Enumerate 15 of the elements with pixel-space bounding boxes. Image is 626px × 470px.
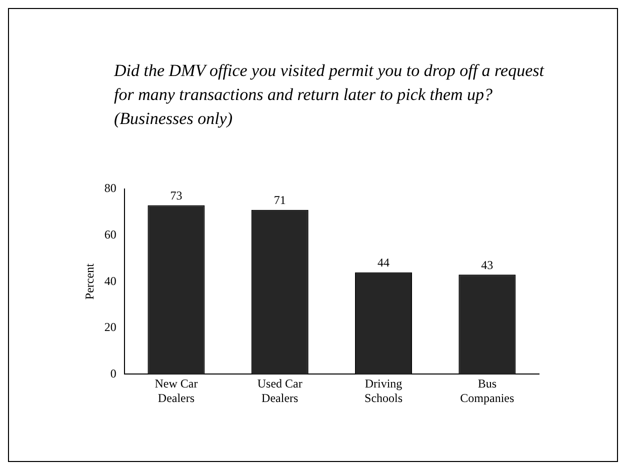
y-tick-label: 60: [104, 227, 116, 242]
y-tick-label: 0: [110, 366, 116, 380]
data-label: 43: [481, 258, 494, 272]
x-tick-label: Bus Companies: [460, 376, 514, 405]
x-tick-label: Driving Schools: [364, 376, 403, 405]
data-label: 44: [378, 255, 390, 270]
x-tick-label: New Car Dealers: [154, 376, 198, 405]
y-tick-label: 80: [104, 181, 116, 196]
y-tick-label: 20: [104, 320, 116, 334]
chart-title: Did the DMV office you visited permit you to drop off a request for many transactions and return later to pick them up? (Businesses only): [114, 60, 546, 130]
y-tick-label: 40: [104, 274, 116, 288]
x-tick-label: Used Car Dealers: [257, 376, 302, 405]
data-label: 73: [170, 188, 182, 202]
y-axis-title: Percent: [82, 262, 96, 300]
data-label: 71: [274, 192, 286, 207]
